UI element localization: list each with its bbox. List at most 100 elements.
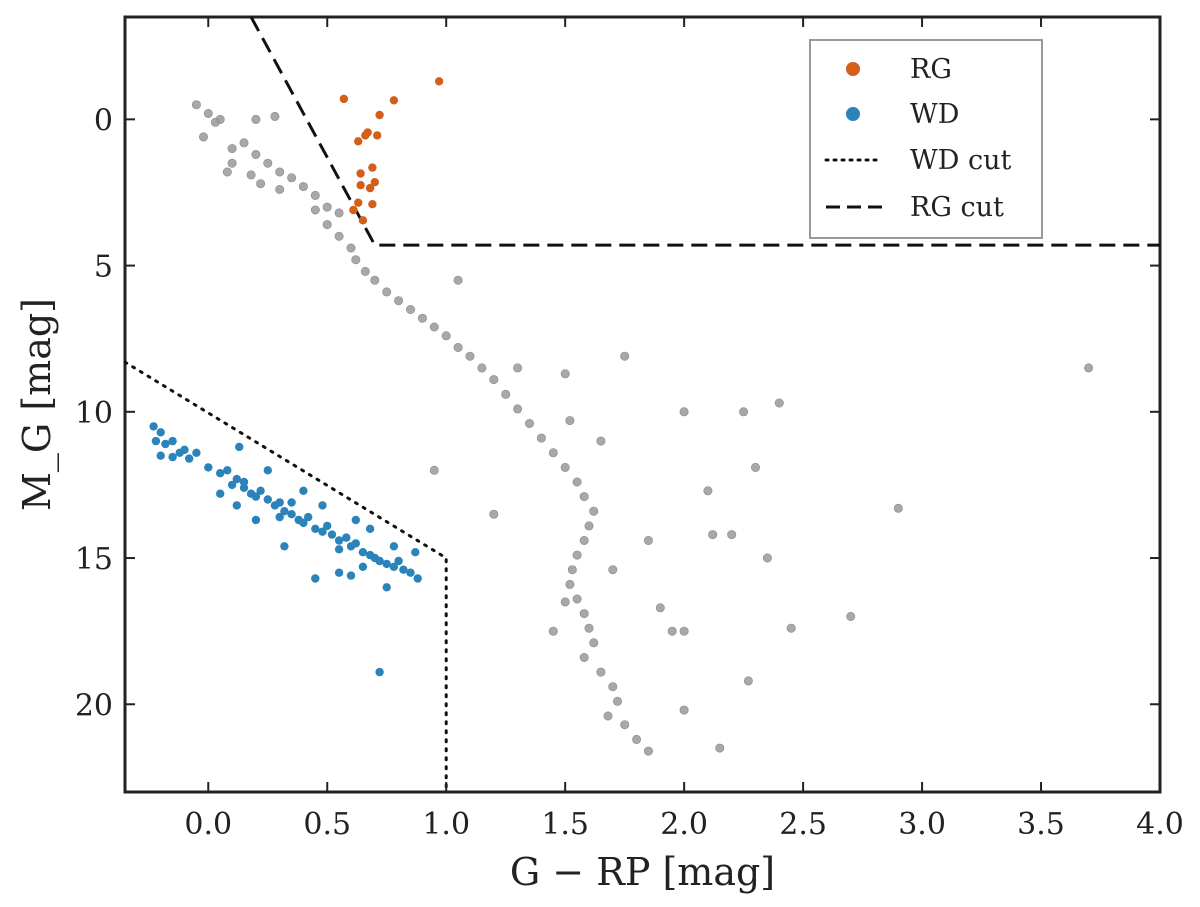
wd-point <box>204 463 213 472</box>
point <box>667 626 677 636</box>
point <box>589 506 599 516</box>
point <box>191 100 201 110</box>
wd-point <box>192 448 201 457</box>
plot-frame <box>123 15 1162 794</box>
wd-point <box>256 486 265 495</box>
rg-point <box>370 178 379 187</box>
wd-point <box>351 515 360 525</box>
wd-point <box>299 486 308 495</box>
wd-point <box>185 454 194 463</box>
point <box>275 167 285 177</box>
point <box>679 705 689 715</box>
wd-point <box>375 556 384 566</box>
wd-point <box>394 556 403 566</box>
wd-point <box>299 518 308 528</box>
point <box>846 611 856 621</box>
point <box>567 565 577 575</box>
point <box>536 433 546 443</box>
point <box>620 720 630 730</box>
point <box>270 111 280 121</box>
legend: RG WD WD cut RG cut <box>809 39 1043 239</box>
point <box>210 117 220 127</box>
point <box>360 266 370 276</box>
wd-point <box>334 545 344 554</box>
point <box>227 158 237 168</box>
rg-point <box>354 198 363 207</box>
point <box>275 185 285 195</box>
point <box>596 436 606 446</box>
rg-point <box>349 205 358 215</box>
point <box>560 462 570 472</box>
wd-point <box>358 562 368 571</box>
wd-point <box>287 498 296 507</box>
wd-point <box>399 565 408 574</box>
point <box>743 676 753 686</box>
y-tick-label: 0 <box>94 103 113 138</box>
point <box>715 743 725 753</box>
wd-point <box>275 498 284 507</box>
wd-point <box>318 501 327 510</box>
cut-lines <box>123 16 1160 794</box>
point <box>334 208 344 218</box>
wd-point <box>161 439 170 449</box>
point <box>608 565 618 575</box>
wd-point <box>323 521 332 531</box>
wd-point <box>149 422 158 431</box>
point <box>548 626 558 636</box>
plot-area: 0.0 0.5 1.0 1.5 2.0 2.5 3.0 3.5 4.0 0 5 10 15 20 <box>75 15 1184 842</box>
point <box>453 275 463 285</box>
wd-point <box>334 536 344 545</box>
wd-point <box>227 480 237 490</box>
legend-wd-label: WD <box>910 99 959 130</box>
point <box>322 220 332 230</box>
point <box>239 138 249 148</box>
point <box>453 342 463 352</box>
point <box>786 623 796 633</box>
point <box>310 205 320 215</box>
point <box>584 521 594 531</box>
wd-cut-line <box>123 360 448 794</box>
wd-point <box>318 527 327 536</box>
point <box>679 407 689 417</box>
wd-point <box>235 442 244 452</box>
points-other <box>191 100 1094 756</box>
point <box>703 486 713 496</box>
wd-point <box>280 542 289 551</box>
point <box>246 170 256 180</box>
point <box>382 287 392 297</box>
point <box>334 231 344 241</box>
legend-rg-cut-label: RG cut <box>910 192 1004 223</box>
point <box>370 275 380 285</box>
point <box>548 448 558 458</box>
rg-point <box>368 163 377 172</box>
wd-point <box>311 524 320 533</box>
wd-point <box>287 510 296 519</box>
wd-point <box>239 483 249 492</box>
point <box>203 109 213 119</box>
point <box>632 734 642 744</box>
point <box>477 363 487 373</box>
point <box>643 746 653 756</box>
x-tick-label: 0.5 <box>303 807 351 842</box>
point <box>441 331 451 341</box>
wd-point <box>251 492 261 501</box>
wd-point <box>216 469 225 478</box>
point <box>603 711 613 721</box>
point <box>465 351 475 361</box>
x-tick-label: 1.5 <box>541 807 589 842</box>
point <box>620 351 630 361</box>
point <box>572 550 582 560</box>
rg-point <box>373 131 382 140</box>
wd-point <box>251 515 261 525</box>
x-axis-label: G − RP [mag] <box>510 850 775 894</box>
point <box>579 535 589 545</box>
wd-point <box>327 530 337 539</box>
point <box>513 404 523 414</box>
point <box>351 255 361 265</box>
point <box>750 462 760 472</box>
point <box>708 530 718 540</box>
point <box>394 296 404 306</box>
rg-point <box>358 216 368 225</box>
point <box>322 202 332 212</box>
point <box>655 603 665 613</box>
